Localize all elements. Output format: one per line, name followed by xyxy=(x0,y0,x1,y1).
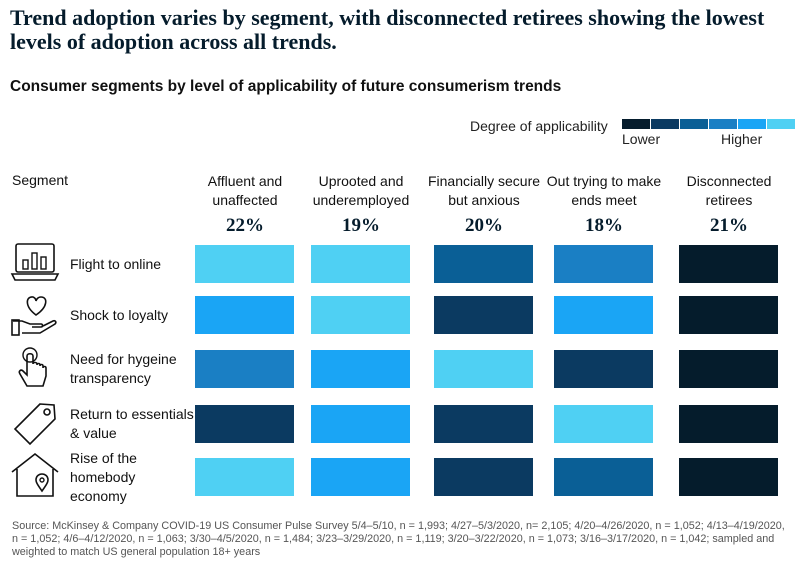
legend-swatch xyxy=(709,119,737,129)
row-label: Flight to online xyxy=(70,255,162,272)
price-tag-icon xyxy=(13,403,56,446)
heatmap-cell xyxy=(679,350,778,388)
heatmap-cell xyxy=(679,405,778,443)
column-header: Uprooted and underemployed 19% xyxy=(299,172,423,237)
legend-swatch xyxy=(767,119,795,129)
segment-header: Segment xyxy=(12,172,69,188)
heatmap-cell xyxy=(554,245,653,283)
house-pin-icon xyxy=(11,452,59,497)
heart-hand-icon xyxy=(11,296,57,336)
heatmap-cell xyxy=(554,458,653,496)
heatmap-cell xyxy=(554,350,653,388)
heatmap-cell xyxy=(195,405,294,443)
column-share: 21% xyxy=(710,215,748,236)
column-name: Disconnected retirees xyxy=(686,173,772,208)
source-note: Source: McKinsey & Company COVID-19 US C… xyxy=(12,520,785,558)
row-label: Rise of the homebody economy xyxy=(70,449,137,504)
legend-low-label: Lower xyxy=(622,131,661,147)
heatmap-cell xyxy=(195,296,294,334)
row-label: Return to essentials & value xyxy=(70,406,194,441)
legend-title: Degree of applicability xyxy=(470,118,608,134)
column-share: 18% xyxy=(585,215,623,236)
column-name: Out trying to make ends meet xyxy=(546,173,662,208)
heatmap-cell xyxy=(554,405,653,443)
heatmap-cell xyxy=(434,296,533,334)
heatmap-cell xyxy=(434,350,533,388)
heatmap-cell xyxy=(434,458,533,496)
column-name: Uprooted and underemployed xyxy=(312,173,410,208)
heatmap-cell xyxy=(311,405,410,443)
column-share: 22% xyxy=(226,215,264,236)
heatmap-cell xyxy=(679,245,778,283)
column-name: Affluent and unaffected xyxy=(207,173,283,208)
column-share: 19% xyxy=(342,215,380,236)
heatmap-cell xyxy=(434,245,533,283)
legend-high-label: Higher xyxy=(721,131,763,147)
chart-subtitle: Consumer segments by level of applicabil… xyxy=(10,78,562,95)
column-header: Financially secure but anxious 20% xyxy=(422,172,546,237)
heatmap-cell xyxy=(311,296,410,334)
heatmap-cell xyxy=(311,350,410,388)
legend-swatch xyxy=(651,119,679,129)
heatmap-cell xyxy=(434,405,533,443)
legend-swatch xyxy=(622,119,650,129)
heatmap-cell xyxy=(195,350,294,388)
legend-swatches xyxy=(622,119,796,129)
column-header: Affluent and unaffected 22% xyxy=(183,172,307,237)
legend-swatch xyxy=(738,119,766,129)
laptop-chart-icon xyxy=(10,243,60,281)
heatmap-cell xyxy=(195,245,294,283)
column-share: 20% xyxy=(465,215,503,236)
heatmap-cell xyxy=(195,458,294,496)
heatmap-cell xyxy=(311,458,410,496)
heatmap-cell xyxy=(554,296,653,334)
row-label: Shock to loyalty xyxy=(70,306,169,323)
headline: Trend adoption varies by segment, with d… xyxy=(10,5,765,54)
heatmap-cell xyxy=(311,245,410,283)
row-label: Need for hygeine transparency xyxy=(70,351,177,386)
pointing-hand-icon xyxy=(18,347,47,387)
column-header: Disconnected retirees 21% xyxy=(667,172,791,237)
column-header: Out trying to make ends meet 18% xyxy=(542,172,666,237)
heatmap-cell xyxy=(679,296,778,334)
legend-swatch xyxy=(680,119,708,129)
heatmap-cell xyxy=(679,458,778,496)
column-name: Financially secure but anxious xyxy=(427,173,541,208)
